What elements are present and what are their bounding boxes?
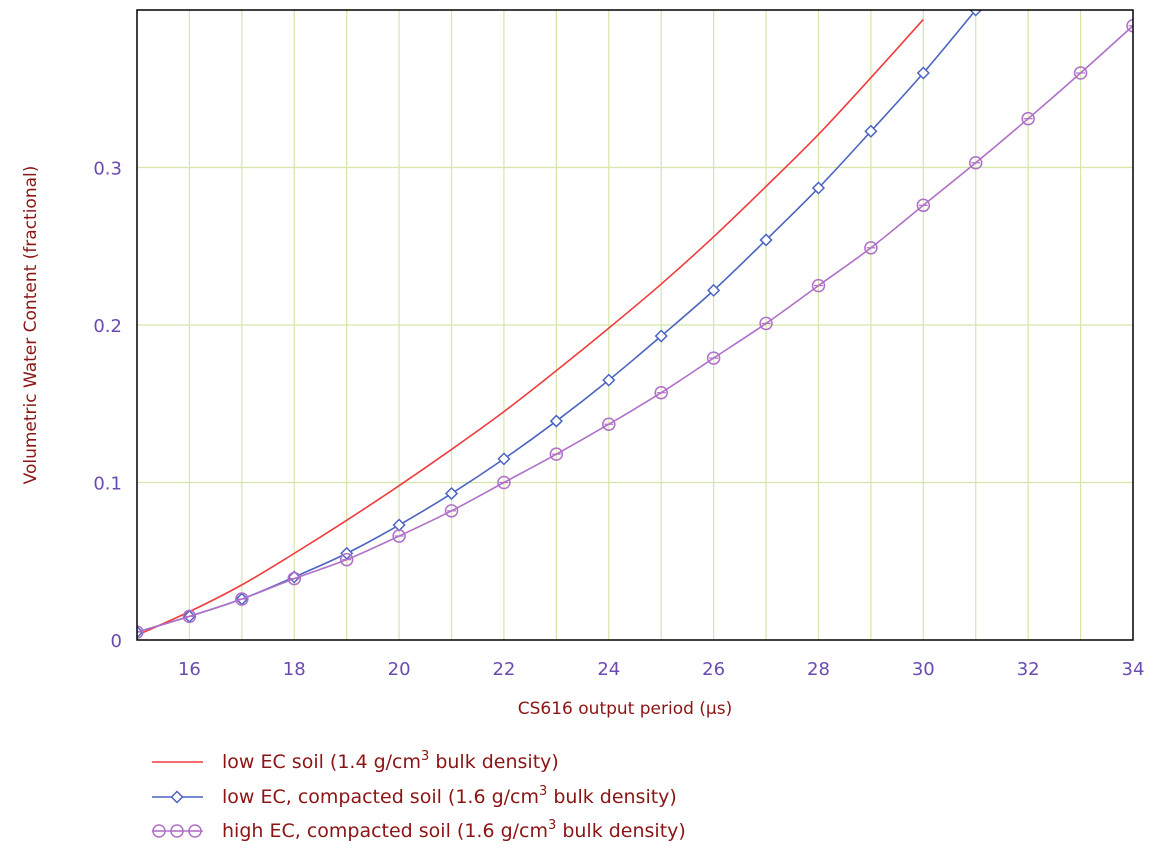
data-point-diamond bbox=[392, 518, 406, 532]
data-point-diamond bbox=[811, 181, 826, 195]
plot-series bbox=[137, 10, 1133, 639]
y-tick-label: 0.1 bbox=[93, 474, 122, 495]
data-point-diamond bbox=[916, 66, 930, 80]
legend: low EC soil (1.4 g/cm3 bulk density) low … bbox=[152, 749, 686, 842]
data-point-circle bbox=[1126, 19, 1133, 33]
data-point-circle bbox=[549, 447, 564, 461]
data-point-diamond bbox=[969, 10, 983, 17]
y-axis-title: Volumetric Water Content (fractional) bbox=[21, 166, 41, 485]
x-tick-label: 32 bbox=[1017, 659, 1040, 680]
legend-label: low EC, compacted soil (1.6 g/cm3 bulk d… bbox=[222, 784, 677, 808]
legend-item-2: low EC, compacted soil (1.6 g/cm3 bulk d… bbox=[152, 784, 677, 808]
data-point-circle bbox=[137, 625, 144, 639]
data-point-diamond bbox=[707, 283, 721, 297]
data-point-circle bbox=[392, 529, 406, 543]
series-3 bbox=[137, 19, 1133, 639]
legend-item-1: low EC soil (1.4 g/cm3 bulk density) bbox=[152, 749, 559, 773]
data-point-diamond bbox=[759, 233, 773, 247]
x-tick-label: 34 bbox=[1122, 659, 1145, 680]
data-point-circle bbox=[706, 351, 721, 365]
x-tick-label: 22 bbox=[492, 659, 515, 680]
data-point-diamond bbox=[602, 373, 616, 387]
data-point-circle bbox=[188, 824, 202, 838]
grid-lines bbox=[137, 10, 1133, 640]
data-point-circle bbox=[339, 552, 354, 567]
data-point-circle bbox=[182, 609, 197, 624]
y-tick-label: 0.3 bbox=[93, 159, 122, 180]
data-point-diamond bbox=[654, 329, 668, 343]
data-point-diamond bbox=[864, 124, 878, 138]
data-point-diamond bbox=[170, 790, 184, 804]
data-point-circle bbox=[287, 571, 302, 586]
x-tick-label: 20 bbox=[388, 659, 411, 680]
legend-label: high EC, compacted soil (1.6 g/cm3 bulk … bbox=[222, 818, 686, 842]
data-point-circle bbox=[654, 385, 668, 400]
data-point-diamond bbox=[549, 414, 563, 428]
data-point-circle bbox=[170, 824, 184, 838]
data-point-circle bbox=[152, 824, 166, 838]
plot-frame bbox=[136, 9, 1134, 641]
y-tick-labels: 0 0.1 0.2 0.3 bbox=[93, 159, 122, 653]
x-tick-label: 28 bbox=[807, 659, 830, 680]
x-tick-label: 16 bbox=[178, 659, 201, 680]
legend-label: low EC soil (1.4 g/cm3 bulk density) bbox=[222, 749, 559, 773]
x-tick-label: 24 bbox=[597, 659, 620, 680]
data-point-circle bbox=[497, 475, 511, 490]
y-tick-label: 0 bbox=[111, 631, 122, 652]
data-point-circle bbox=[968, 156, 983, 170]
data-point-circle bbox=[759, 316, 773, 331]
x-tick-label: 30 bbox=[912, 659, 935, 680]
legend-item-3: high EC, compacted soil (1.6 g/cm3 bulk … bbox=[152, 818, 686, 842]
series-1 bbox=[137, 18, 924, 637]
data-point-diamond bbox=[497, 452, 511, 466]
data-point-circle bbox=[235, 592, 249, 606]
data-point-circle bbox=[1073, 66, 1088, 80]
series-line-1 bbox=[137, 18, 924, 637]
data-point-diamond bbox=[444, 486, 459, 501]
x-tick-label: 26 bbox=[702, 659, 725, 680]
y-tick-label: 0.2 bbox=[93, 316, 122, 337]
data-point-circle bbox=[444, 504, 459, 518]
data-point-circle bbox=[916, 198, 931, 213]
series-line-3 bbox=[137, 25, 1133, 633]
data-point-circle bbox=[602, 417, 616, 431]
data-point-circle bbox=[864, 241, 878, 255]
x-axis-title: CS616 output period (µs) bbox=[518, 699, 732, 719]
x-tick-labels: 16 18 20 22 24 26 28 30 32 34 bbox=[178, 659, 1144, 680]
data-point-circle bbox=[1021, 111, 1035, 126]
x-tick-label: 18 bbox=[283, 659, 306, 680]
data-point-circle bbox=[811, 278, 826, 293]
